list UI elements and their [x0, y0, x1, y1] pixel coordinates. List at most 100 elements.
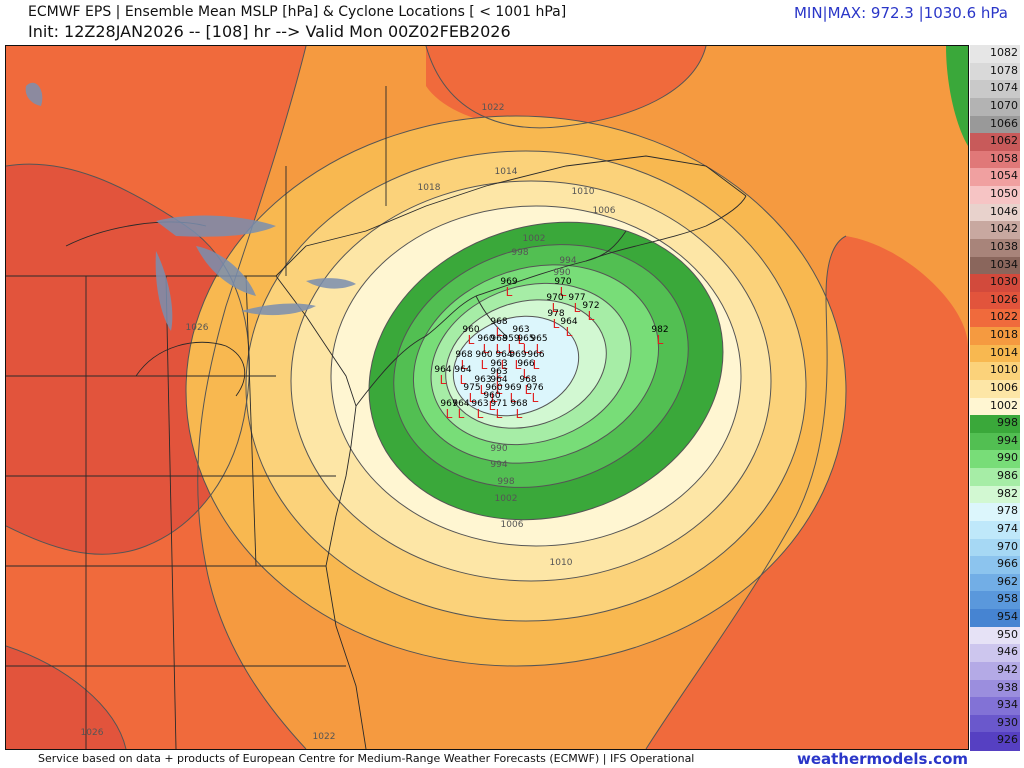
- legend-label: 1010: [990, 363, 1018, 377]
- legend-swatch: 942: [970, 661, 1020, 680]
- legend-label: 926: [997, 733, 1018, 747]
- legend-swatch: 962: [970, 573, 1020, 592]
- svg-text:L: L: [477, 407, 484, 421]
- legend-swatch: 966: [970, 556, 1020, 575]
- cyclone-value: 964: [490, 375, 507, 385]
- svg-text:L: L: [460, 373, 467, 387]
- contour-label: 1002: [523, 234, 546, 244]
- contour-label: 1022: [482, 103, 505, 113]
- legend-label: 998: [997, 416, 1018, 430]
- svg-text:L: L: [506, 285, 513, 299]
- contour-labels: 1022 1018 1014 1010 1006 1002 998 994 99…: [81, 103, 616, 742]
- map-panel[interactable]: 1022 1018 1014 1010 1006 1002 998 994 99…: [5, 45, 969, 750]
- cyclone-value: 982: [651, 325, 668, 335]
- legend-swatch: 1058: [970, 150, 1020, 169]
- footer-credit: Service based on data + products of Euro…: [38, 752, 695, 765]
- contour-label: 1026: [81, 728, 104, 738]
- cyclone-value: 960: [462, 325, 479, 335]
- svg-text:L: L: [516, 407, 523, 421]
- svg-text:L: L: [469, 391, 476, 405]
- legend-label: 934: [997, 698, 1018, 712]
- cyclone-value: 977: [568, 293, 585, 303]
- cyclone-value: 972: [582, 301, 599, 311]
- contour-label: 1010: [550, 558, 573, 568]
- legend-swatch: 1030: [970, 274, 1020, 293]
- cyclone-value: 978: [547, 309, 564, 319]
- cyclone-value: 968: [510, 399, 527, 409]
- cyclone-value: 968: [455, 350, 472, 360]
- cyclone-value: 964: [434, 365, 451, 375]
- svg-text:L: L: [446, 407, 453, 421]
- svg-text:L: L: [588, 309, 595, 323]
- legend-label: 1066: [990, 116, 1018, 130]
- cyclone-value: 965: [517, 334, 534, 344]
- legend-swatch: 930: [970, 714, 1020, 733]
- cyclone-value: 963: [490, 359, 507, 369]
- cyclone-value: 964: [454, 365, 471, 375]
- legend-label: 1058: [990, 151, 1018, 165]
- svg-text:L: L: [458, 407, 465, 421]
- cyclone-value: 964: [452, 399, 469, 409]
- legend-swatch: 994: [970, 432, 1020, 451]
- legend-label: 1002: [990, 398, 1018, 412]
- legend-swatch: 982: [970, 485, 1020, 504]
- isobar-lines: [6, 46, 847, 749]
- cyclone-value: 963: [474, 375, 491, 385]
- svg-text:L: L: [518, 333, 525, 347]
- svg-text:L: L: [468, 333, 475, 347]
- legend-label: 1062: [990, 134, 1018, 148]
- legend-label: 942: [997, 662, 1018, 676]
- svg-text:L: L: [574, 301, 581, 315]
- legend-swatch: 970: [970, 538, 1020, 557]
- svg-text:L: L: [553, 317, 560, 331]
- isobar-978: [453, 316, 579, 416]
- contour-label: 1014: [495, 167, 518, 177]
- legend-label: 970: [997, 539, 1018, 553]
- cyclone-value: 960: [483, 391, 500, 401]
- legend-label: 962: [997, 574, 1018, 588]
- cyclone-value: 966: [517, 359, 534, 369]
- cyclone-value: 971: [490, 399, 507, 409]
- svg-text:L: L: [489, 399, 496, 413]
- contour-label: 994: [490, 460, 507, 470]
- svg-text:L: L: [523, 367, 530, 381]
- legend-label: 1034: [990, 257, 1018, 271]
- legend-label: 990: [997, 451, 1018, 465]
- cyclone-value: 969: [504, 383, 521, 393]
- brand-link[interactable]: weathermodels.com: [796, 750, 968, 768]
- legend-label: 982: [997, 486, 1018, 500]
- legend-label: 1018: [990, 328, 1018, 341]
- legend-label: 1022: [990, 310, 1018, 324]
- contour-label: 1006: [501, 520, 524, 530]
- legend-label: 958: [997, 592, 1018, 606]
- cyclone-value: 963: [471, 399, 488, 409]
- legend-label: 1030: [990, 275, 1018, 289]
- legend-label: 994: [997, 433, 1018, 447]
- header: ECMWF EPS | Ensemble Mean MSLP [hPa] & C…: [0, 0, 1024, 44]
- legend-swatch: 1078: [970, 62, 1020, 81]
- legend-label: 950: [997, 627, 1018, 641]
- legend-swatch: 946: [970, 644, 1020, 663]
- svg-text:L: L: [657, 333, 664, 347]
- cyclone-value: 969: [500, 277, 517, 287]
- legend-swatch: 1038: [970, 238, 1020, 257]
- cyclone-value: 964: [495, 350, 512, 360]
- legend-label: 974: [997, 521, 1018, 535]
- map-subtitle: Init: 12Z28JAN2026 -- [108] hr --> Valid…: [28, 22, 511, 41]
- svg-text:L: L: [496, 325, 503, 339]
- legend-swatch: 1062: [970, 133, 1020, 152]
